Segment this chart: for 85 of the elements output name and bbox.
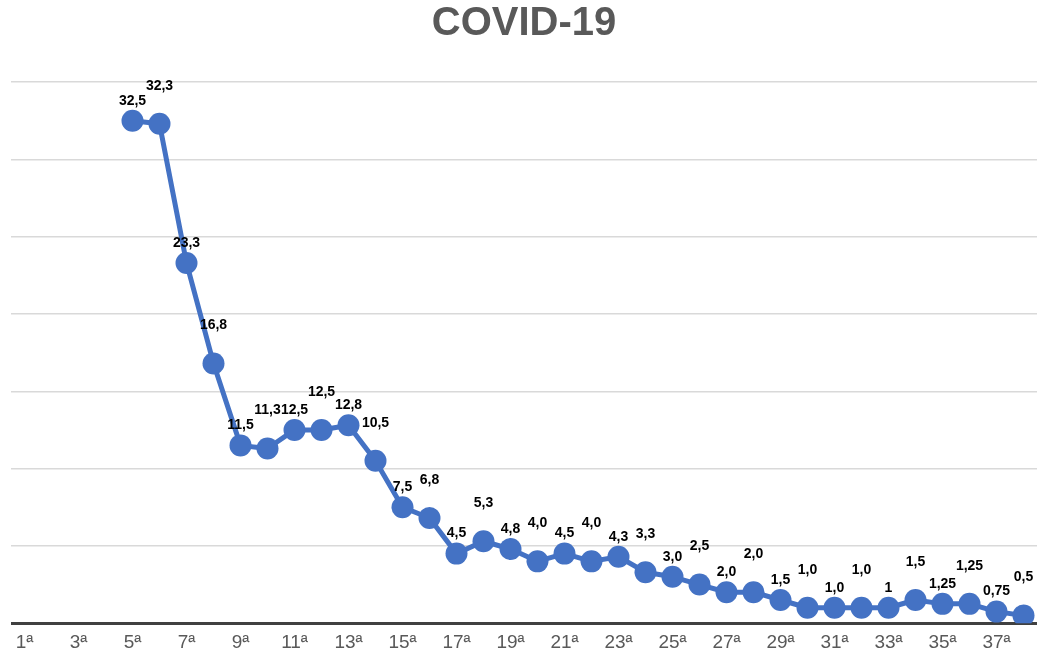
data-label: 7,5 — [392, 478, 413, 495]
point — [958, 592, 981, 615]
data-label: 2,0 — [743, 545, 764, 562]
point — [985, 600, 1008, 623]
data-label: 2,5 — [689, 537, 710, 554]
x-tick-label: 19ª — [496, 630, 526, 652]
x-tick-label: 25ª — [658, 630, 688, 652]
data-label: 0,75 — [982, 582, 1011, 599]
x-tick-label: 37ª — [982, 630, 1012, 652]
data-label: 1,25 — [928, 574, 957, 591]
point — [1012, 604, 1035, 624]
data-label: 1,5 — [770, 570, 791, 587]
point — [634, 561, 657, 584]
point — [850, 596, 873, 619]
point — [877, 596, 900, 619]
x-tick-label: 35ª — [928, 630, 958, 652]
x-tick-label: 11ª — [281, 630, 309, 652]
data-label: 1,25 — [955, 556, 984, 573]
data-label: 12,5 — [307, 382, 336, 399]
point — [310, 418, 333, 441]
data-label: 12,5 — [280, 400, 309, 417]
data-label: 11,3 — [254, 401, 281, 418]
data-label: 4,8 — [500, 519, 521, 536]
point — [283, 418, 306, 441]
x-tick-label: 7ª — [177, 630, 197, 652]
point — [688, 573, 711, 596]
point — [418, 507, 441, 530]
x-tick-label: 33ª — [874, 630, 904, 652]
x-tick-label: 23ª — [604, 630, 634, 652]
point — [229, 434, 252, 457]
data-label: 4,5 — [554, 524, 575, 541]
chart-title: COVID-19 — [431, 0, 617, 44]
point — [364, 449, 387, 472]
data-label: 0,5 — [1013, 568, 1034, 585]
point — [202, 352, 225, 375]
point — [256, 437, 279, 460]
point — [445, 542, 468, 565]
data-label: 1 — [884, 578, 893, 595]
x-tick-label: 1ª — [15, 630, 35, 652]
x-tick-label: 15ª — [388, 630, 418, 652]
point — [904, 589, 927, 612]
point — [121, 109, 144, 132]
point — [796, 596, 819, 619]
point — [499, 537, 522, 560]
x-tick-label: 9ª — [231, 630, 251, 652]
data-label: 4,5 — [446, 524, 467, 541]
x-tick-label: 27ª — [712, 630, 742, 652]
data-label: 1,5 — [905, 552, 926, 569]
point — [337, 414, 360, 437]
point — [175, 251, 198, 274]
point — [607, 545, 630, 568]
point — [931, 592, 954, 615]
point — [661, 565, 684, 588]
point — [769, 589, 792, 612]
point — [823, 596, 846, 619]
data-label: 3,0 — [662, 547, 683, 564]
x-tick-label: 13ª — [334, 630, 364, 652]
point — [553, 542, 576, 565]
data-label: 6,8 — [419, 470, 440, 487]
x-tick-label: 21ª — [550, 630, 580, 652]
point — [715, 581, 738, 604]
data-label: 32,3 — [145, 76, 174, 93]
x-tick-label: 5ª — [123, 630, 143, 652]
data-label: 4,0 — [581, 514, 602, 531]
point — [148, 112, 171, 135]
point — [580, 550, 603, 573]
point — [391, 496, 414, 519]
data-label: 5,3 — [473, 494, 494, 511]
point — [742, 581, 765, 604]
point — [526, 550, 549, 573]
data-label: 1,0 — [851, 560, 872, 577]
x-tick-label: 3ª — [69, 630, 89, 652]
data-label: 3,3 — [635, 525, 656, 542]
x-tick-label: 17ª — [442, 630, 472, 652]
x-tick-label: 31ª — [820, 630, 850, 652]
data-label: 2,0 — [716, 563, 737, 580]
data-label: 32,5 — [118, 91, 147, 108]
data-label: 4,3 — [608, 527, 629, 544]
data-label: 1,0 — [797, 560, 818, 577]
data-label: 1,0 — [824, 578, 845, 595]
data-label: 10,5 — [361, 413, 390, 430]
point — [472, 530, 495, 553]
data-label: 12,8 — [334, 396, 363, 413]
data-label: 4,0 — [527, 514, 548, 531]
x-tick-label: 29ª — [766, 630, 796, 652]
